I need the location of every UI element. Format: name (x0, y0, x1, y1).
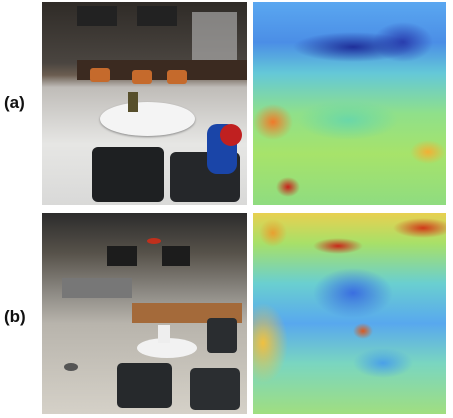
row-label: (b) (4, 307, 38, 327)
rgb-image (42, 2, 247, 205)
error-map (253, 213, 446, 414)
error-map (253, 2, 446, 205)
figure: (a) (b) (0, 0, 453, 418)
rgb-image (42, 213, 247, 414)
row-label: (a) (4, 93, 38, 113)
